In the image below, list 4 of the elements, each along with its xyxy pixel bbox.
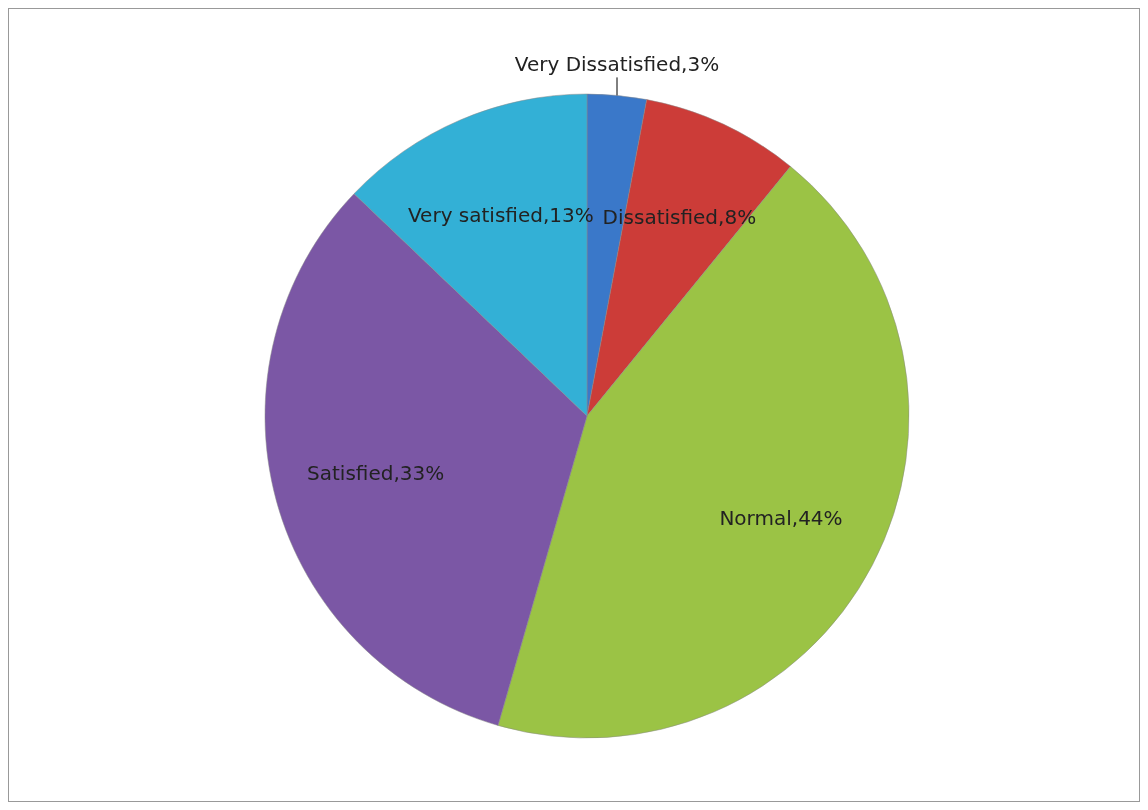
slice-label: Very satisfied,13% [407,202,594,227]
slice-label: Normal,44% [719,505,843,530]
slice-label: Very Dissatisfied,3% [514,52,720,77]
slice-label: Satisfied,33% [307,461,445,486]
